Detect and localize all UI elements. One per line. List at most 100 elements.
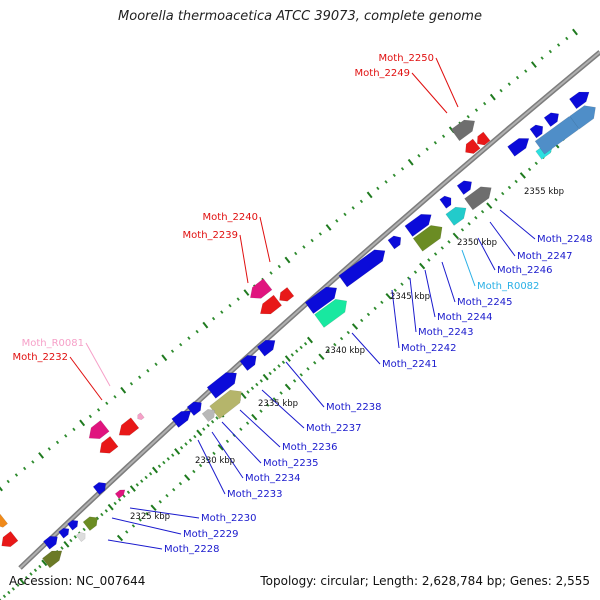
scale-tick	[113, 501, 117, 506]
scale-tick	[211, 316, 216, 321]
scale-tick	[126, 490, 131, 495]
scale-tick	[343, 212, 347, 217]
gene-feature	[201, 409, 216, 422]
scale-label: 2350 kbp	[457, 238, 497, 248]
gene-feature	[209, 389, 242, 420]
scale-tick	[499, 88, 503, 93]
scale-tick	[325, 224, 332, 231]
scale-tick	[519, 172, 526, 179]
leader-line	[409, 277, 417, 333]
gene-label: Moth_2246	[497, 265, 552, 276]
gene-label: Moth_2228	[164, 544, 219, 555]
scale-tick	[385, 293, 392, 300]
scale-tick	[41, 559, 48, 567]
gene-feature	[99, 435, 119, 454]
scale-tick	[88, 414, 92, 419]
genome-backbone-highlight	[19, 51, 600, 569]
scale-tick	[23, 466, 27, 471]
gene-feature	[256, 339, 276, 357]
scale-tick	[184, 474, 191, 481]
scale-tick	[174, 448, 181, 455]
scale-tick	[281, 360, 286, 365]
scale-tick	[198, 463, 203, 468]
scale-tick	[380, 300, 384, 305]
scale-label: 2335 kbp	[258, 399, 298, 409]
scale-tick	[166, 457, 170, 461]
scale-tick	[452, 232, 459, 240]
scale-tick	[277, 264, 281, 269]
scale-tick	[527, 167, 532, 172]
scale-tick	[250, 386, 255, 391]
scale-tick	[187, 336, 191, 340]
scale-tick	[64, 434, 68, 438]
gene-feature	[569, 91, 590, 110]
scale-tick	[151, 466, 159, 474]
scale-tick	[246, 390, 250, 394]
scale-tick	[6, 479, 10, 484]
scale-tick	[192, 469, 196, 474]
scale-tick	[79, 419, 86, 427]
gene-label: Moth_2239	[183, 230, 238, 241]
gene-label: Moth_R0082	[477, 281, 539, 292]
gene-feature	[450, 119, 476, 142]
scale-tick	[14, 473, 19, 477]
leader-line	[239, 234, 249, 284]
scale-label: 2330 kbp	[195, 456, 235, 466]
scale-tick	[11, 587, 15, 591]
scale-tick	[188, 438, 193, 443]
genome-backbone	[18, 50, 600, 570]
gene-feature	[412, 225, 443, 252]
scale-tick	[158, 500, 162, 504]
scale-tick	[466, 114, 470, 119]
scale-tick	[507, 82, 511, 86]
leader-line	[107, 539, 163, 550]
gene-feature	[456, 180, 472, 195]
leader-line	[211, 431, 244, 479]
gene-feature	[464, 186, 492, 211]
scale-tick	[107, 503, 114, 511]
map-title: Moorella thermoacetica ATCC 39073, compl…	[118, 9, 482, 24]
scale-tick	[104, 509, 108, 513]
scale-tick	[146, 369, 150, 373]
scale-tick	[339, 336, 344, 341]
gene-feature	[304, 286, 338, 315]
scale-tick	[245, 421, 250, 425]
scale-tick	[148, 471, 153, 476]
gene-label: Moth_2235	[263, 458, 318, 469]
leader-line	[461, 249, 476, 287]
scale-tick	[460, 228, 465, 232]
scale-tick	[73, 535, 77, 539]
scale-tick	[63, 540, 70, 548]
scale-tick	[220, 310, 224, 314]
scale-tick	[514, 179, 518, 184]
gene-feature	[43, 535, 58, 550]
scale-tick	[515, 75, 520, 80]
scale-tick	[145, 512, 149, 516]
scale-tick	[129, 485, 136, 492]
gene-label: Moth_2245	[457, 297, 512, 308]
leader-line	[285, 361, 325, 408]
scale-tick	[239, 427, 243, 431]
scale-tick	[333, 342, 337, 347]
gene-feature	[76, 532, 86, 542]
scale-tick	[299, 373, 303, 377]
gene-feature	[445, 206, 467, 226]
gene-feature	[239, 355, 257, 372]
scale-tick	[269, 271, 273, 275]
scale-tick	[217, 444, 224, 451]
scale-tick	[295, 349, 299, 353]
gene-feature	[82, 516, 98, 531]
scale-tick	[284, 383, 291, 391]
gene-label: Moth_R0081	[22, 338, 84, 349]
scale-tick	[266, 403, 270, 407]
scale-tick	[138, 375, 142, 379]
scale-tick	[326, 348, 330, 353]
gene-label: Moth_2229	[183, 529, 238, 540]
scale-tick	[129, 382, 134, 386]
scale-tick	[272, 397, 277, 401]
scale-tick	[7, 590, 11, 595]
scale-tick	[384, 180, 388, 184]
scale-tick	[19, 578, 26, 585]
gene-label: Moth_2230	[201, 513, 256, 524]
gene-feature	[279, 287, 295, 302]
